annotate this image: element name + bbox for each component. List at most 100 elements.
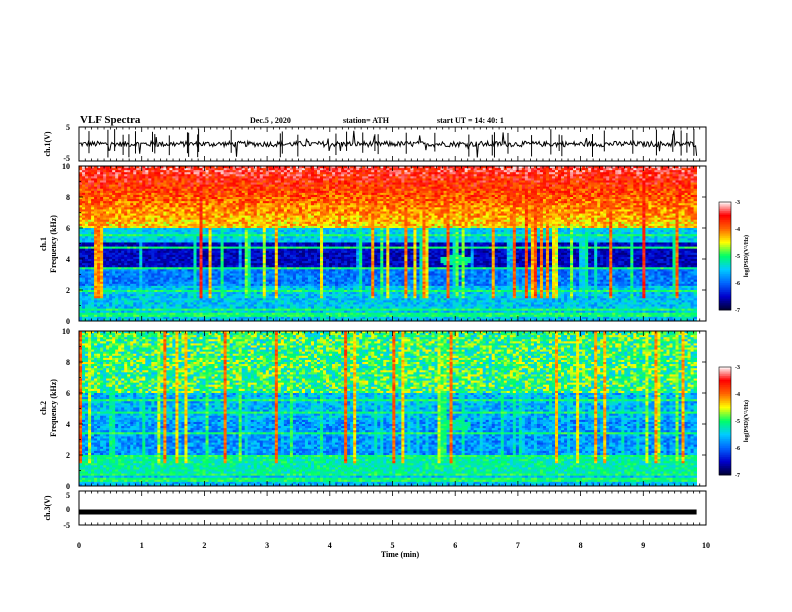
spectrogram-cell (277, 174, 282, 177)
spectrogram-cell (530, 178, 535, 181)
spectrogram-cell (109, 166, 113, 169)
spectrogram-cell (332, 166, 336, 169)
spectrogram-cell (594, 170, 598, 173)
spectrogram-cell (419, 178, 423, 181)
spectrogram-cell (591, 176, 595, 179)
spectrogram-cell (289, 174, 294, 177)
spectrogram-cell (172, 174, 176, 177)
spectrogram-cell (464, 174, 469, 177)
spectrogram-cell (651, 170, 655, 173)
spectrogram-cell (401, 176, 405, 179)
spectrogram-cell (332, 170, 336, 173)
spectrogram-cell (313, 170, 318, 173)
spectrogram-cell (512, 178, 517, 181)
spectrogram-cell (603, 176, 607, 179)
spectrogram-cell (678, 176, 682, 179)
spectrogram-cell (518, 172, 523, 175)
spectrogram-cell (100, 180, 104, 183)
spectrogram-cell (235, 172, 240, 175)
spectrogram-cell (437, 178, 441, 181)
spectrogram-cell (386, 168, 390, 171)
spectrogram-cell (413, 178, 417, 181)
spectrogram-cell (199, 176, 203, 179)
spectrogram-cell (112, 176, 116, 179)
spectrogram-cell (238, 170, 243, 173)
spectrogram-cell (567, 166, 571, 169)
spectrogram-cell (672, 172, 676, 175)
spectrogram-cell (467, 172, 472, 175)
spectrogram-cell (326, 178, 330, 181)
spectrogram-cell (606, 176, 610, 179)
spectrogram-cell (100, 178, 104, 181)
spectrogram-cell (570, 168, 574, 171)
spectrogram-cell (386, 166, 390, 169)
spectrogram-cell (419, 172, 423, 175)
spectrogram-cell (443, 166, 447, 169)
spectrogram-cell (329, 168, 333, 171)
spectrogram-cell (97, 168, 101, 171)
spectrogram-cell (536, 172, 541, 175)
spectrogram-cell (606, 178, 610, 181)
spectrogram-cell (154, 178, 158, 181)
spectrogram-cell (624, 176, 628, 179)
spectrogram-cell (371, 176, 375, 179)
spectrogram-cell (639, 170, 643, 173)
spectrogram-cell (160, 176, 164, 179)
spectrogram-cell (307, 170, 312, 173)
spectrogram-cell (359, 178, 363, 181)
spectrogram-cell (286, 166, 291, 169)
spectrogram-cell (497, 172, 502, 175)
spectrogram-cell (428, 170, 432, 173)
spectrogram-cell (503, 176, 508, 179)
spectrogram-cell (609, 172, 613, 175)
spectrogram-cell (404, 178, 408, 181)
spectrogram-cell (256, 176, 261, 179)
spectrogram-cell (82, 176, 86, 179)
spectrogram-cell (585, 178, 589, 181)
spectrogram-cell (407, 174, 411, 177)
spectrogram-cell (594, 172, 598, 175)
spectrogram-cell (298, 176, 303, 179)
spectrogram-cell (594, 168, 598, 171)
spectrogram-cell (645, 178, 649, 181)
spectrogram-cell (624, 172, 628, 175)
spectrogram-cell (551, 168, 556, 171)
spectrogram-cell (202, 170, 206, 173)
spectrogram-cell (672, 178, 676, 181)
spectrogram-cell (326, 174, 330, 177)
spectrogram-cell (542, 178, 547, 181)
spectrogram-cell (226, 174, 231, 177)
spectrogram-cell (524, 172, 529, 175)
spectrogram-cell (615, 178, 619, 181)
spectrogram-cell (154, 168, 158, 171)
spectrogram-cell (545, 176, 550, 179)
spectrogram-cell (597, 174, 601, 177)
spectrogram-cell (458, 176, 462, 179)
spectrogram-cell (148, 166, 152, 169)
spectrogram-cell (289, 166, 294, 169)
spectrogram-cell (124, 180, 128, 183)
spectrogram-cell (693, 168, 697, 171)
spectrogram-cell (395, 168, 399, 171)
spectrogram-cell (419, 168, 423, 171)
spectrogram-cell (479, 168, 484, 171)
spectrogram-cell (380, 170, 384, 173)
spectrogram-cell (79, 172, 83, 175)
spectrogram-cell (506, 178, 511, 181)
spectrogram-cell (317, 174, 321, 177)
spectrogram-cell (323, 178, 327, 181)
spectrogram-cell (678, 170, 682, 173)
spectrogram-cell (130, 174, 134, 177)
spectrogram-cell (509, 174, 514, 177)
spectrogram-cell (479, 166, 484, 169)
spectrogram-cell (247, 174, 252, 177)
spectrogram-cell (663, 168, 667, 171)
spectrogram-cell (223, 168, 228, 171)
spectrogram-cell (362, 166, 366, 169)
spectrogram-cell (317, 176, 321, 179)
spectrogram-cell (431, 172, 435, 175)
spectrogram-cell (326, 170, 330, 173)
spectrogram-cell (338, 170, 342, 173)
spectrogram-cell (353, 168, 357, 171)
spectrogram-cell (497, 170, 502, 173)
